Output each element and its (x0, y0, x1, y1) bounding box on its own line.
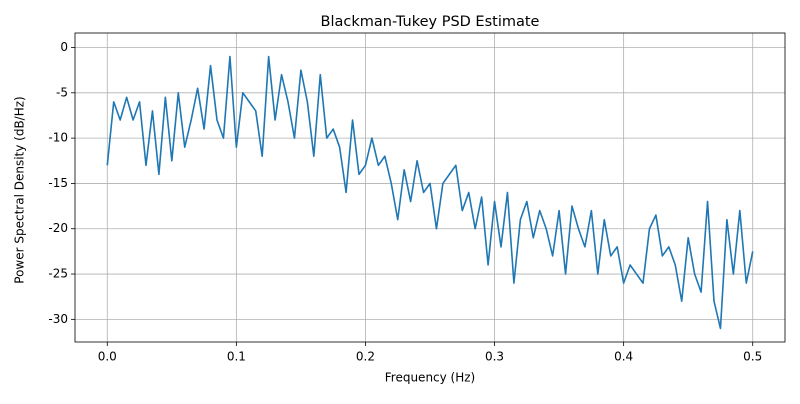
x-tick-label: 0.3 (485, 350, 504, 364)
x-axis-label: Frequency (Hz) (385, 371, 476, 385)
y-tick-label: -20 (48, 221, 68, 235)
y-tick-label: -5 (56, 85, 68, 99)
y-tick-label: -10 (48, 131, 68, 145)
y-tick-label: 0 (60, 40, 68, 54)
x-tick-label: 0.1 (227, 350, 246, 364)
y-tick-label: -15 (48, 176, 68, 190)
x-tick-label: 0.4 (614, 350, 633, 364)
chart-title: Blackman-Tukey PSD Estimate (321, 14, 540, 30)
plot-frame (74, 32, 786, 343)
x-tick-label: 0.5 (743, 350, 762, 364)
y-tick-label: -25 (48, 267, 68, 281)
y-tick-label: -30 (48, 312, 68, 326)
data-line (106, 55, 754, 330)
y-axis-label: Power Spectral Density (dB/Hz) (13, 96, 27, 283)
x-tick-label: 0.0 (98, 350, 117, 364)
x-tick-label: 0.2 (356, 350, 375, 364)
